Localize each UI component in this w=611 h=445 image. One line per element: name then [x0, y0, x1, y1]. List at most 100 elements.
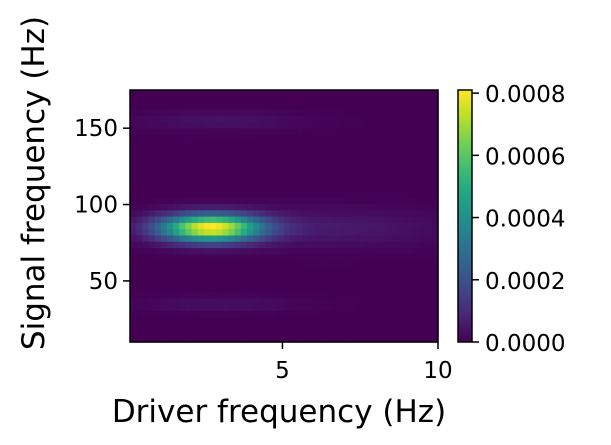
heatmap-cell [142, 178, 150, 186]
heatmap-cell [339, 272, 347, 280]
heatmap-cell [160, 96, 168, 104]
heatmap-cell [302, 90, 310, 97]
heatmap-cell [247, 247, 254, 255]
heatmap-cell [302, 291, 310, 299]
heatmap-cell [308, 203, 316, 211]
heatmap-cell [314, 329, 322, 337]
heatmap-cell [130, 140, 137, 148]
heatmap-cell [425, 159, 433, 167]
heatmap-cell [388, 335, 396, 343]
heatmap-cell [431, 247, 439, 255]
heatmap-cell [240, 304, 248, 312]
heatmap-cell [222, 297, 230, 305]
heatmap-cell [142, 203, 150, 211]
heatmap-cell [364, 108, 371, 116]
heatmap-cell [173, 153, 180, 160]
heatmap-cell [314, 197, 322, 204]
heatmap-cell [290, 171, 297, 179]
heatmap-cell [222, 108, 230, 116]
heatmap-cell [173, 310, 180, 318]
heatmap-cell [425, 291, 433, 299]
heatmap-cell [222, 190, 230, 198]
heatmap-cell [154, 266, 162, 274]
heatmap-cell [308, 222, 316, 230]
heatmap-cell [179, 115, 187, 123]
heatmap-cell [191, 247, 199, 255]
heatmap-cell [425, 260, 433, 267]
heatmap-cell [197, 134, 205, 141]
heatmap-cell [345, 171, 353, 179]
heatmap-cell [228, 335, 236, 343]
heatmap-cell [419, 241, 427, 249]
heatmap-cell [314, 266, 322, 274]
heatmap-cell [394, 127, 402, 135]
heatmap-cell [247, 115, 254, 123]
heatmap-cell [154, 165, 162, 173]
heatmap-cell [308, 134, 316, 141]
heatmap-cell [228, 253, 236, 261]
heatmap-cell [148, 310, 156, 318]
heatmap-cell [290, 140, 297, 148]
heatmap-cell [197, 178, 205, 186]
heatmap-cell [136, 323, 143, 330]
heatmap-cell [394, 291, 402, 299]
heatmap-cell [401, 323, 408, 330]
heatmap-cell [431, 241, 439, 249]
heatmap-cell [142, 222, 150, 230]
heatmap-cell [302, 279, 310, 286]
heatmap-cell [154, 108, 162, 116]
heatmap-cell [148, 115, 156, 123]
heatmap-cell [185, 165, 193, 173]
heatmap-cell [357, 285, 365, 293]
heatmap-cell [320, 310, 328, 318]
heatmap-cell [339, 197, 347, 204]
heatmap-cell [234, 247, 242, 255]
heatmap-cell [154, 285, 162, 293]
heatmap-cell [142, 279, 150, 286]
heatmap-cell [284, 323, 291, 330]
heatmap-cell [228, 228, 236, 236]
heatmap-cell [290, 197, 297, 204]
heatmap-cell [394, 335, 402, 343]
heatmap-cell [351, 197, 359, 204]
heatmap-cell [154, 159, 162, 167]
heatmap-cell [130, 146, 137, 154]
heatmap-cell [154, 234, 162, 242]
heatmap-cell [173, 266, 180, 274]
heatmap-cell [431, 197, 439, 204]
heatmap-cell [216, 159, 223, 167]
heatmap-cell [166, 146, 174, 154]
heatmap-cell [290, 108, 297, 116]
heatmap-cell [357, 253, 365, 261]
heatmap-cell [185, 102, 193, 110]
heatmap-cell [154, 115, 162, 123]
heatmap-cell [413, 297, 421, 305]
heatmap-cell [364, 285, 371, 293]
heatmap-cell [284, 279, 291, 286]
heatmap-cell [407, 247, 414, 255]
heatmap-cell [407, 291, 414, 299]
heatmap-cell [431, 316, 439, 324]
heatmap-cell [136, 96, 143, 104]
heatmap-cell [234, 216, 242, 223]
heatmap-cell [136, 279, 143, 286]
heatmap-cell [130, 159, 137, 167]
heatmap-cell [265, 285, 273, 293]
heatmap-cell [339, 304, 347, 312]
heatmap-cell [222, 222, 230, 230]
heatmap-cell [197, 316, 205, 324]
heatmap-cell [265, 102, 273, 110]
heatmap-cell [333, 253, 341, 261]
heatmap-cell [333, 323, 341, 330]
heatmap-cell [345, 140, 353, 148]
heatmap-cell [320, 197, 328, 204]
heatmap-cell [327, 165, 334, 173]
heatmap-cell [419, 115, 427, 123]
heatmap-cell [364, 127, 371, 135]
heatmap-cell [327, 153, 334, 160]
heatmap-cell [228, 127, 236, 135]
heatmap-cell [234, 228, 242, 236]
heatmap-cell [259, 323, 267, 330]
heatmap-cell [431, 153, 439, 160]
heatmap-cell [234, 304, 242, 312]
